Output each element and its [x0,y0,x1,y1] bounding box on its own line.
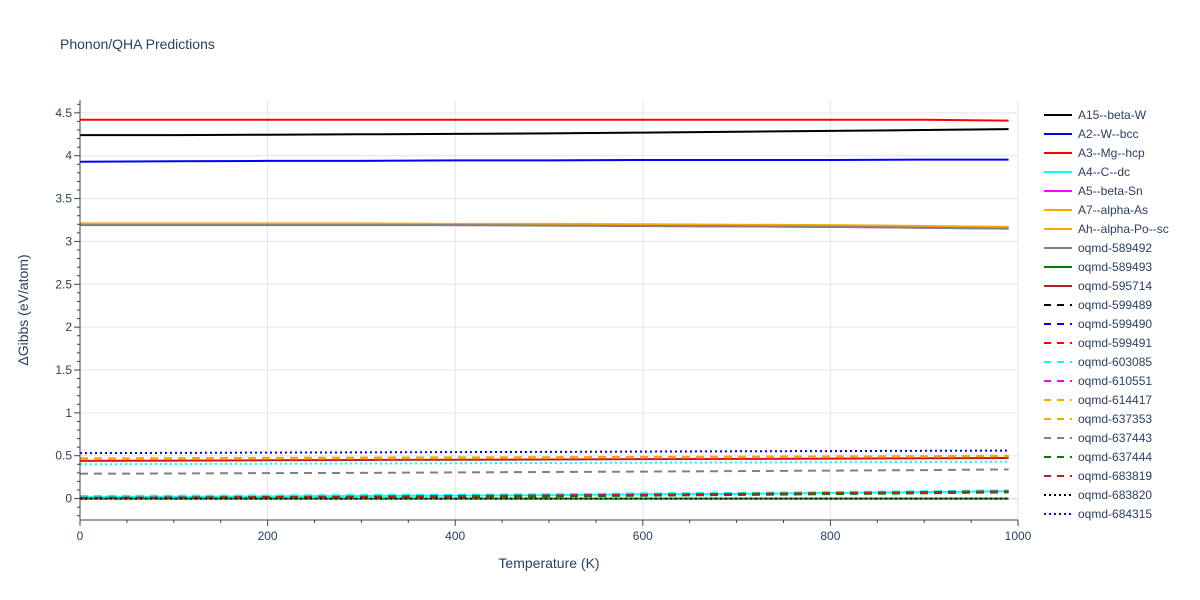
legend-label: Ah--alpha-Po--sc [1078,222,1169,236]
series-group [79,118,1009,500]
legend-item[interactable]: oqmd-683819 [1044,469,1152,483]
x-tick-label: 600 [633,529,653,543]
y-tick-label: 0 [65,492,72,506]
legend-item[interactable]: A4--C--dc [1044,165,1130,179]
series-line [80,224,1009,230]
legend-item[interactable]: oqmd-610551 [1044,374,1152,388]
y-tick-label: 1 [65,406,72,420]
legend-item[interactable]: oqmd-599489 [1044,298,1152,312]
legend-item[interactable]: Ah--alpha-Po--sc [1044,222,1169,236]
chart-title: Phonon/QHA Predictions [60,36,215,52]
series-line [79,449,1009,455]
legend-item[interactable]: oqmd-599490 [1044,317,1152,331]
legend-label: A7--alpha-As [1078,203,1148,217]
series-line [79,454,1009,460]
legend-label: oqmd-614417 [1078,393,1152,407]
legend-item[interactable]: A15--beta-W [1044,108,1147,122]
series-line [79,158,1009,163]
series-line [79,468,1009,475]
series-line [79,490,1009,499]
x-tick-label: 400 [445,529,465,543]
x-tick-labels: 0 200 400 600 800 1000 [77,529,1032,543]
legend-label: oqmd-599491 [1078,336,1152,350]
legend-label: oqmd-599489 [1078,298,1152,312]
legend-label: oqmd-637444 [1078,450,1152,464]
legend-label: A2--W--bcc [1078,127,1138,141]
series-line [79,489,1009,497]
y-tick-label: 0.5 [55,449,72,463]
legend-label: oqmd-589493 [1078,260,1152,274]
legend-label: A4--C--dc [1078,165,1130,179]
legend-label: oqmd-637443 [1078,431,1152,445]
y-axis-title: ΔGibbs (eV/atom) [15,254,31,365]
legend-item[interactable]: oqmd-595714 [1044,279,1152,293]
x-tick-label: 1000 [1005,529,1032,543]
y-tick-label: 4 [65,149,72,163]
legend-item[interactable]: oqmd-684315 [1044,507,1152,521]
legend-label: oqmd-683819 [1078,469,1152,483]
legend-item[interactable]: oqmd-637443 [1044,431,1152,445]
legend-item[interactable]: oqmd-599491 [1044,336,1152,350]
y-tick-label: 3 [65,234,72,248]
axes [74,100,1019,526]
legend-item[interactable]: oqmd-589492 [1044,241,1152,255]
legend-label: oqmd-683820 [1078,488,1152,502]
legend-item[interactable]: oqmd-637353 [1044,412,1152,426]
legend-label: oqmd-603085 [1078,355,1152,369]
legend-label: oqmd-599490 [1078,317,1152,331]
x-tick-label: 0 [77,529,84,543]
legend-item[interactable]: A2--W--bcc [1044,127,1138,141]
x-tick-label: 800 [820,529,840,543]
y-tick-label: 2.5 [55,277,72,291]
series-line [79,460,1009,466]
legend-item[interactable]: A5--beta-Sn [1044,184,1143,198]
legend-label: oqmd-589492 [1078,241,1152,255]
legend-item[interactable]: A3--Mg--hcp [1044,146,1145,160]
legend-label: oqmd-637353 [1078,412,1152,426]
legend-label: oqmd-595714 [1078,279,1152,293]
legend-label: A3--Mg--hcp [1078,146,1145,160]
legend-item[interactable]: oqmd-614417 [1044,393,1152,407]
legend-item[interactable]: oqmd-589493 [1044,260,1152,274]
legend[interactable]: A15--beta-W A2--W--bcc A3--Mg--hcp A4--C--d… [1044,108,1169,521]
x-axis-title: Temperature (K) [498,555,599,571]
legend-label: oqmd-610551 [1078,374,1152,388]
x-tick-label: 200 [258,529,278,543]
legend-item[interactable]: A7--alpha-As [1044,203,1148,217]
legend-item[interactable]: oqmd-603085 [1044,355,1152,369]
legend-item[interactable]: oqmd-683820 [1044,488,1152,502]
legend-item[interactable]: oqmd-637444 [1044,450,1152,464]
legend-label: A5--beta-Sn [1078,184,1143,198]
y-tick-label: 4.5 [55,106,72,120]
grid-lines [80,100,1019,520]
legend-label: A15--beta-W [1078,108,1147,122]
series-line [80,128,1009,137]
series-line [80,118,1009,122]
legend-label: oqmd-684315 [1078,507,1152,521]
y-tick-label: 2 [65,320,72,334]
y-tick-label: 3.5 [55,192,72,206]
y-tick-label: 1.5 [55,363,72,377]
y-tick-labels: 0 0.5 1 1.5 2 2.5 3 3.5 4 4.5 [55,106,72,506]
